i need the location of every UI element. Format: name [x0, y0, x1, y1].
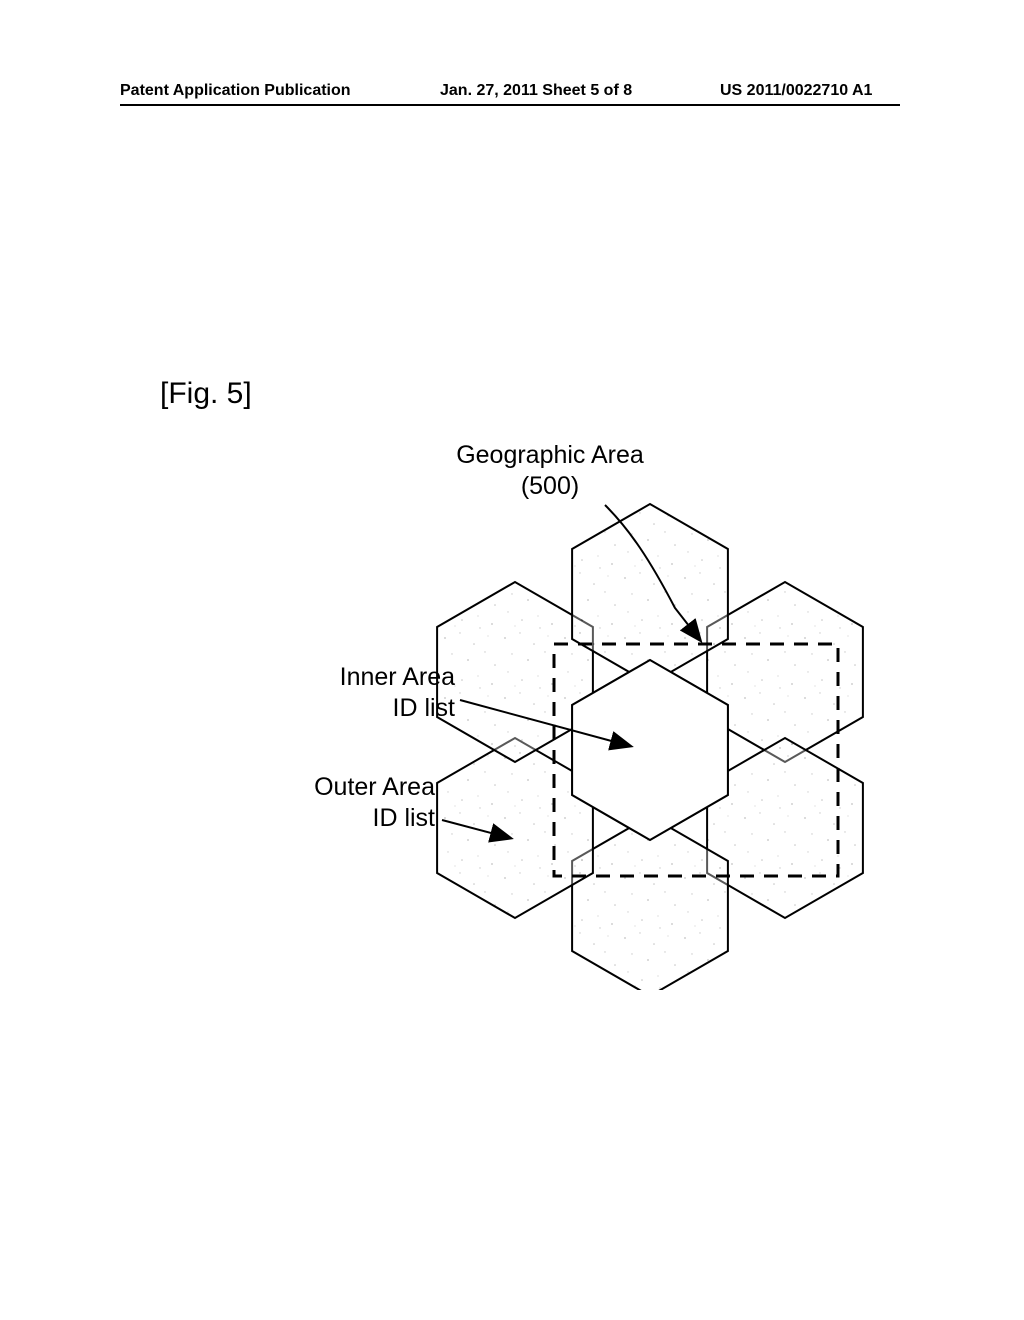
hex-center	[572, 660, 728, 840]
geographic-area-text: Geographic Area	[456, 441, 644, 469]
outer-area-label: Outer Area ID list	[175, 772, 435, 835]
header-underline	[120, 104, 900, 106]
page-header: Patent Application Publication Jan. 27, …	[0, 82, 1024, 100]
header-left: Patent Application Publication	[120, 82, 351, 100]
hex-outer-1	[707, 582, 863, 762]
outer-area-line1: Outer Area	[314, 773, 435, 801]
geographic-area-ref: (500)	[521, 472, 579, 500]
outer-area-line2: ID list	[373, 804, 436, 832]
geographic-area-label: Geographic Area (500)	[430, 440, 670, 503]
inner-area-label: Inner Area ID list	[195, 662, 455, 725]
figure-label: [Fig. 5]	[160, 377, 252, 411]
header-center: Jan. 27, 2011 Sheet 5 of 8	[440, 82, 632, 100]
inner-area-line1: Inner Area	[340, 663, 455, 691]
hex-outer-5	[437, 582, 593, 762]
hex-outer-2	[707, 738, 863, 918]
hex-outer-4	[437, 738, 593, 918]
header-right: US 2011/0022710 A1	[720, 82, 872, 100]
hex-outer-6	[572, 504, 728, 684]
hex-outer-3	[572, 816, 728, 990]
inner-area-line2: ID list	[393, 694, 456, 722]
figure-diagram: Geographic Area (500) Inner Area ID list…	[200, 450, 900, 970]
